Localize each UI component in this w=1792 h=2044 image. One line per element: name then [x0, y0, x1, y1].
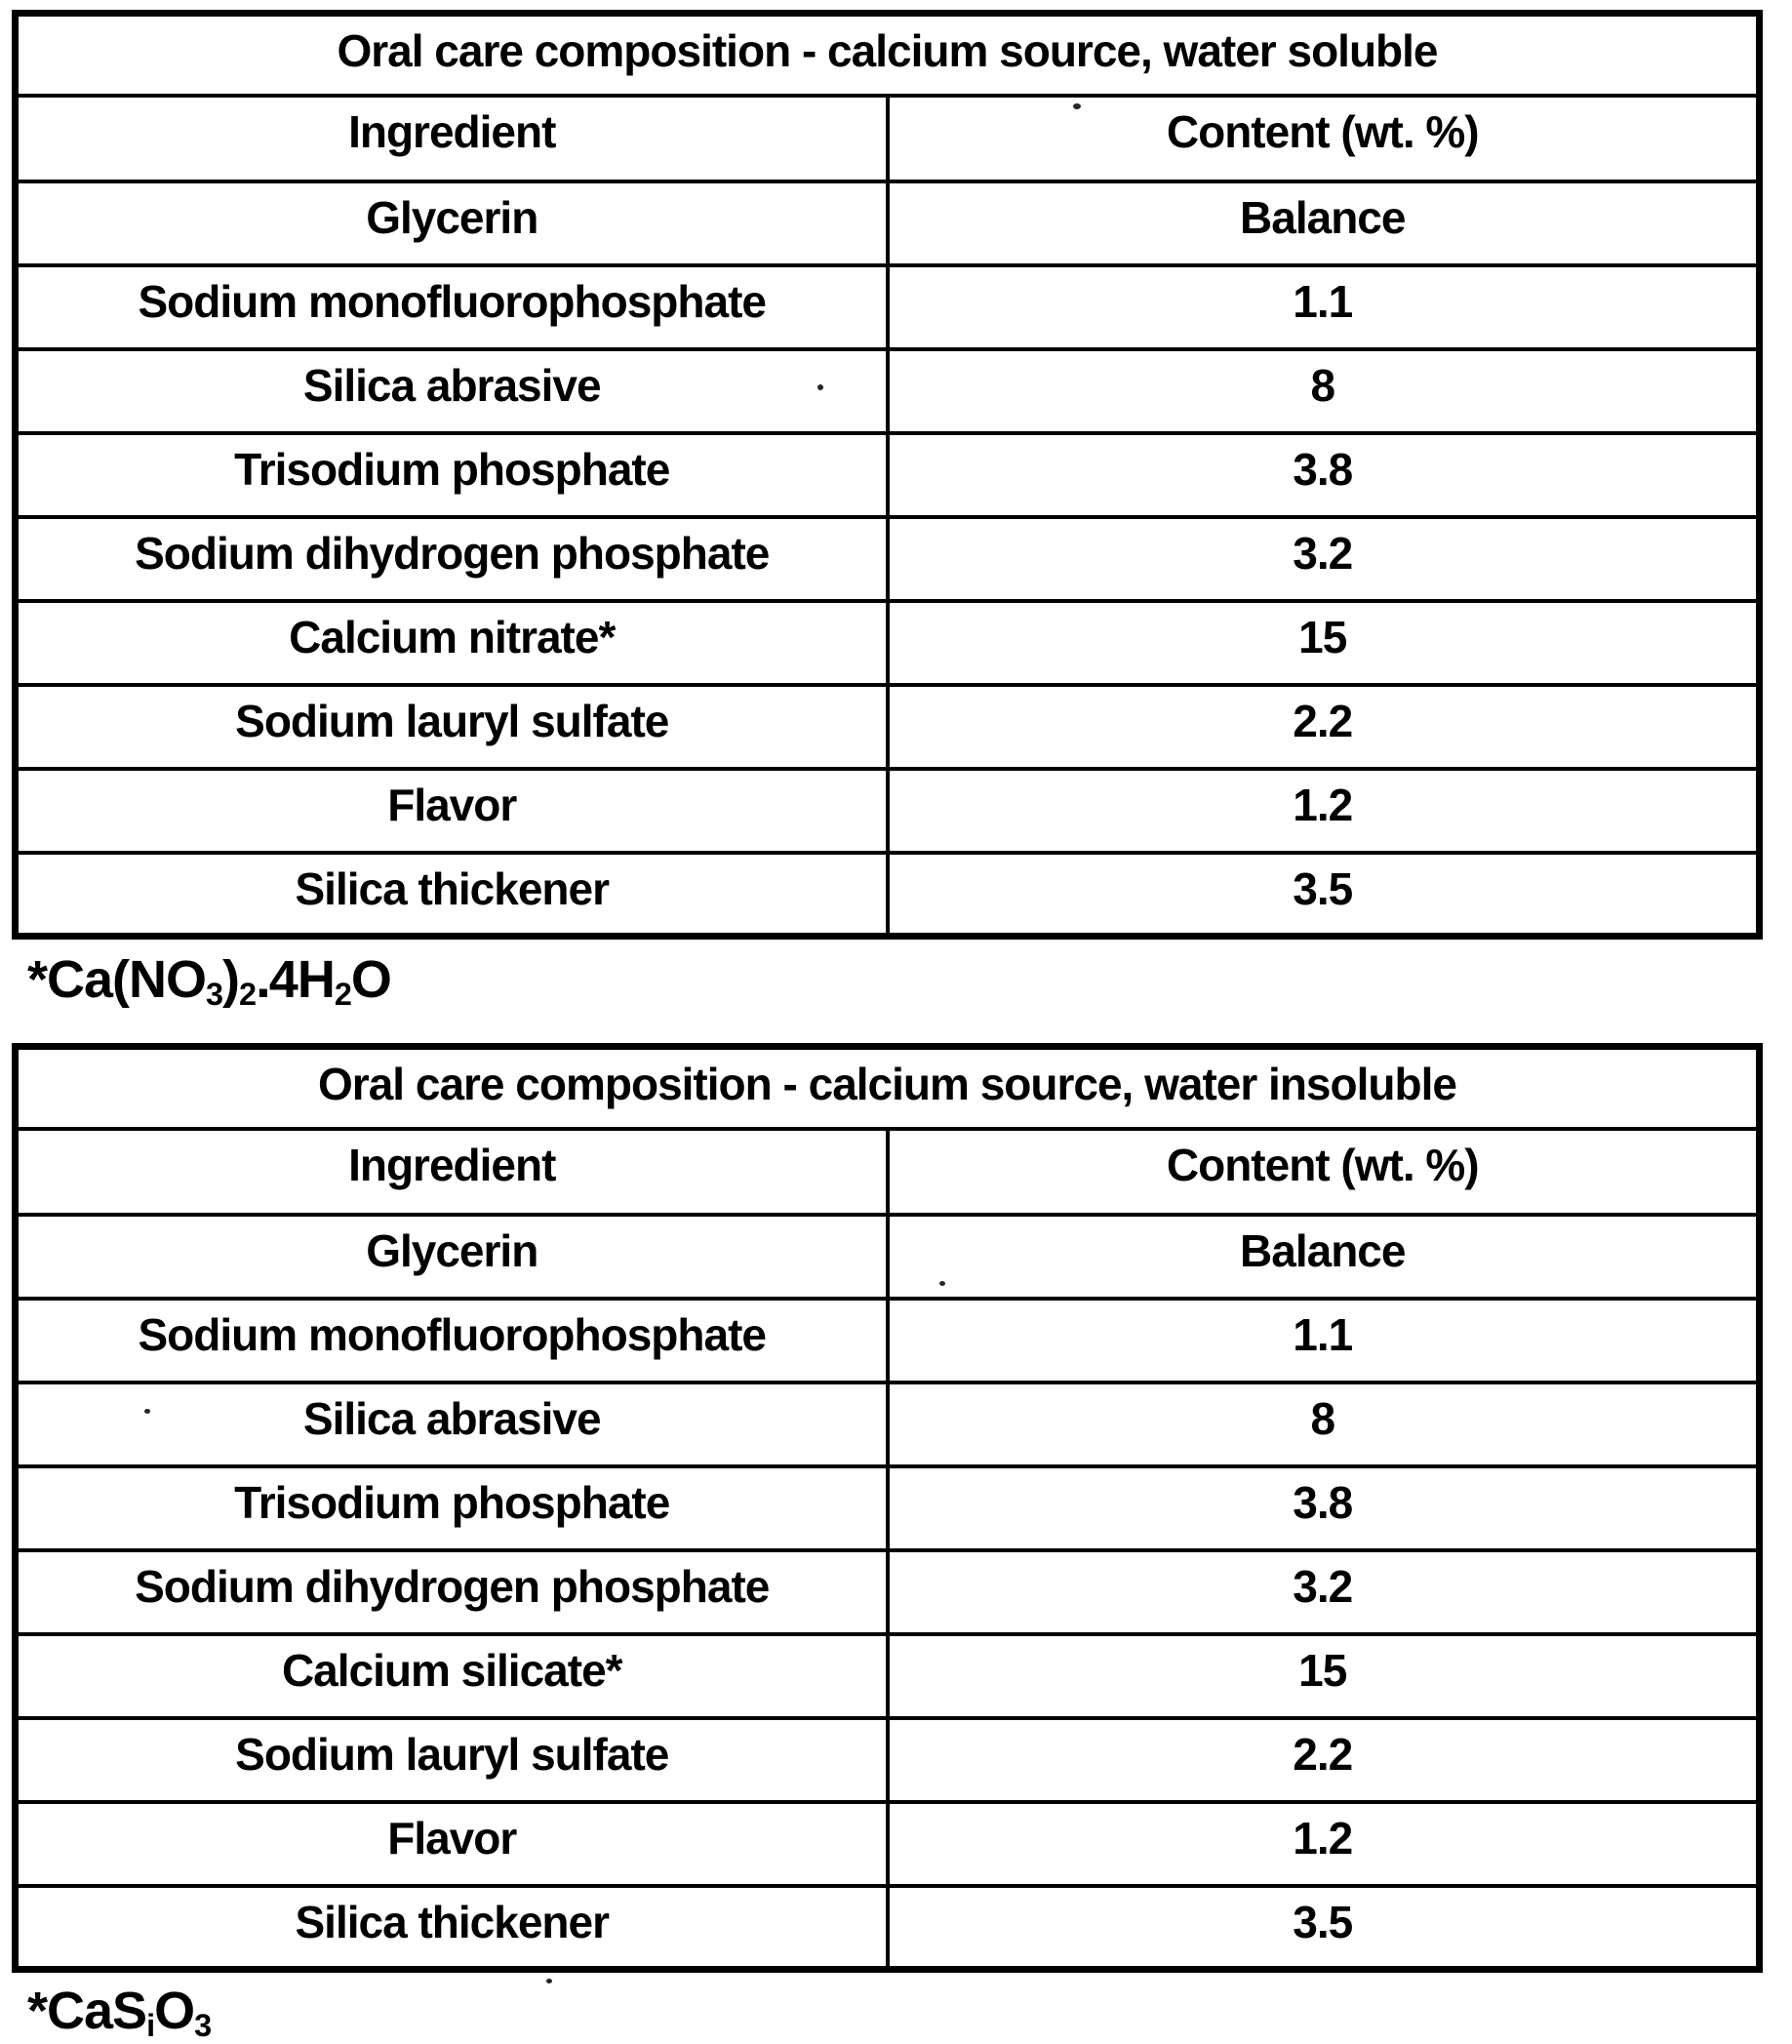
ingredient-cell: Trisodium phosphate [13, 430, 890, 519]
content-cell: 3.8 [885, 430, 1762, 519]
ingredient-cell: Silica abrasive [13, 1380, 890, 1468]
ingredient-cell: Silica abrasive [13, 346, 890, 435]
footnote-text: *Ca(NO [27, 950, 207, 1009]
ingredient-cell: Sodium dihydrogen phosphate [13, 514, 890, 603]
table-row: Flavor 1.2 [13, 766, 1762, 855]
footnote-subscript: i [146, 2007, 155, 2043]
ingredient-cell: Silica thickener [13, 850, 890, 939]
table-row: Calcium nitrate* 15 [13, 598, 1762, 687]
scan-artifact-dot [546, 1979, 552, 1984]
scan-artifact-dot [939, 1281, 945, 1286]
table-header-row: Ingredient Content (wt. %) [13, 93, 1762, 183]
table-row: Calcium silicate* 15 [13, 1631, 1762, 1720]
composition-table-water-insoluble: Oral care composition - calcium source, … [12, 1043, 1763, 1973]
footnote-text: *CaS [27, 1982, 147, 2040]
composition-table-water-soluble: Oral care composition - calcium source, … [12, 10, 1763, 940]
content-cell: Balance [885, 1212, 1762, 1301]
table-header-row: Ingredient Content (wt. %) [13, 1126, 1762, 1217]
content-cell: 2.2 [885, 1715, 1762, 1804]
content-cell: 15 [885, 598, 1762, 687]
content-cell: 1.2 [885, 766, 1762, 855]
table-row: Sodium lauryl sulfate 2.2 [13, 682, 1762, 771]
ingredient-cell: Glycerin [13, 1212, 890, 1301]
table-row: Trisodium phosphate 3.8 [13, 430, 1762, 519]
header-ingredient-cell: Ingredient [13, 1126, 890, 1217]
table-title: Oral care composition - calcium source, … [13, 11, 1762, 98]
content-cell: 3.5 [885, 1883, 1762, 1972]
table-row: Trisodium phosphate 3.8 [13, 1463, 1762, 1552]
header-ingredient-cell: Ingredient [13, 93, 890, 183]
footnote-text: ) [222, 950, 240, 1009]
content-cell: 2.2 [885, 682, 1762, 771]
table-row: Silica thickener 3.5 [13, 850, 1762, 939]
footnote-calcium-nitrate: *Ca(NO3)2.4H2O [27, 947, 1792, 1012]
content-cell: 1.1 [885, 1296, 1762, 1384]
table-row: Sodium monofluorophosphate 1.1 [13, 1296, 1762, 1384]
content-cell: 3.5 [885, 850, 1762, 939]
footnote-subscript: 2 [334, 976, 352, 1012]
footnote-text: O [154, 1982, 195, 2040]
footnote-subscript: 3 [194, 2007, 212, 2043]
ingredient-cell: Glycerin [13, 179, 890, 267]
scan-artifact-dot [817, 384, 823, 390]
header-content-cell: Content (wt. %) [885, 93, 1762, 183]
table-title-row: Oral care composition - calcium source, … [13, 11, 1762, 98]
table-title-row: Oral care composition - calcium source, … [13, 1044, 1762, 1131]
table-row: Silica abrasive 8 [13, 1380, 1762, 1468]
ingredient-cell: Trisodium phosphate [13, 1463, 890, 1552]
ingredient-cell: Flavor [13, 1799, 890, 1888]
content-cell: 8 [885, 1380, 1762, 1468]
header-content-cell: Content (wt. %) [885, 1126, 1762, 1217]
table-title: Oral care composition - calcium source, … [13, 1044, 1762, 1131]
table-row: Sodium lauryl sulfate 2.2 [13, 1715, 1762, 1804]
table-row: Silica abrasive 8 [13, 346, 1762, 435]
content-cell: 3.2 [885, 514, 1762, 603]
scan-artifact-dot [144, 1409, 150, 1414]
footnote-subscript: 2 [239, 976, 257, 1012]
content-cell: Balance [885, 179, 1762, 267]
footnote-text: 4H [268, 950, 336, 1009]
footnote-calcium-silicate: *CaSiO3 [27, 1981, 1792, 2043]
ingredient-cell: Sodium monofluorophosphate [13, 262, 890, 351]
ingredient-cell: Sodium lauryl sulfate [13, 682, 890, 771]
ingredient-cell: Flavor [13, 766, 890, 855]
ingredient-cell: Calcium nitrate* [13, 598, 890, 687]
footnote-subscript: 3 [206, 976, 223, 1012]
table-row: Sodium monofluorophosphate 1.1 [13, 262, 1762, 351]
table-row: Sodium dihydrogen phosphate 3.2 [13, 514, 1762, 603]
content-cell: 8 [885, 346, 1762, 435]
table-row: Glycerin Balance [13, 179, 1762, 267]
scan-artifact-dot [1073, 103, 1081, 109]
ingredient-cell: Calcium silicate* [13, 1631, 890, 1720]
hydrate-dot: . [256, 948, 271, 1010]
table-row: Flavor 1.2 [13, 1799, 1762, 1888]
table-row: Sodium dihydrogen phosphate 3.2 [13, 1547, 1762, 1636]
content-cell: 1.2 [885, 1799, 1762, 1888]
content-cell: 3.2 [885, 1547, 1762, 1636]
ingredient-cell: Sodium monofluorophosphate [13, 1296, 890, 1384]
table-row: Glycerin Balance [13, 1212, 1762, 1301]
ingredient-cell: Sodium lauryl sulfate [13, 1715, 890, 1804]
content-cell: 3.8 [885, 1463, 1762, 1552]
ingredient-cell: Sodium dihydrogen phosphate [13, 1547, 890, 1636]
footnote-text: O [350, 950, 392, 1009]
content-cell: 15 [885, 1631, 1762, 1720]
content-cell: 1.1 [885, 262, 1762, 351]
table-row: Silica thickener 3.5 [13, 1883, 1762, 1972]
ingredient-cell: Silica thickener [13, 1883, 890, 1972]
